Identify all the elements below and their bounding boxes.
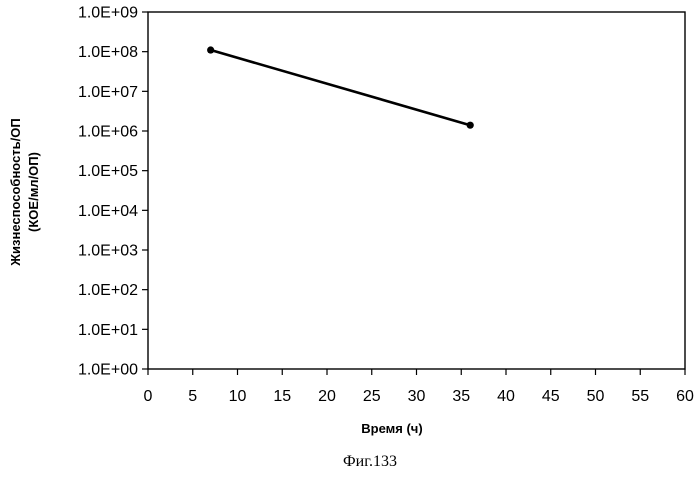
plot-area (148, 12, 685, 369)
y-axis-title-line1: Жизнеспособность/ОП (8, 118, 23, 266)
y-tick-label: 1.0E+03 (78, 243, 138, 260)
y-tick-label: 1.0E+06 (78, 124, 138, 141)
y-tick-label: 1.0E+01 (78, 322, 138, 339)
data-point (467, 122, 474, 129)
data-point (207, 46, 214, 53)
x-tick-label: 30 (408, 388, 426, 405)
x-tick-label: 15 (273, 388, 291, 405)
x-tick-label: 20 (318, 388, 336, 405)
x-tick-label: 60 (676, 388, 694, 405)
y-axis: 1.0E+00 1.0E+01 1.0E+02 1.0E+03 1.0E+04 1.0E+… (78, 5, 148, 379)
y-axis-title-line2: (КОЕ/мл/ОП) (26, 152, 41, 232)
x-tick-label: 35 (452, 388, 470, 405)
y-tick-label: 1.0E+00 (78, 362, 138, 379)
x-tick-label: 0 (144, 388, 153, 405)
y-tick-label: 1.0E+02 (78, 282, 138, 299)
y-tick-label: 1.0E+09 (78, 5, 138, 22)
x-tick-label: 45 (542, 388, 560, 405)
figure-caption: Фиг.133 (343, 453, 397, 470)
x-tick-label: 5 (188, 388, 197, 405)
y-tick-label: 1.0E+07 (78, 84, 138, 101)
x-tick-label: 25 (363, 388, 381, 405)
x-tick-label: 40 (497, 388, 515, 405)
x-tick-label: 10 (229, 388, 247, 405)
y-tick-label: 1.0E+05 (78, 163, 138, 180)
x-axis: 0 5 10 15 20 25 30 35 40 45 50 55 60 (144, 369, 694, 405)
x-tick-label: 50 (587, 388, 605, 405)
y-tick-label: 1.0E+04 (78, 203, 138, 220)
x-tick-label: 55 (631, 388, 649, 405)
x-axis-title: Время (ч) (361, 421, 422, 436)
y-tick-label: 1.0E+08 (78, 44, 138, 61)
